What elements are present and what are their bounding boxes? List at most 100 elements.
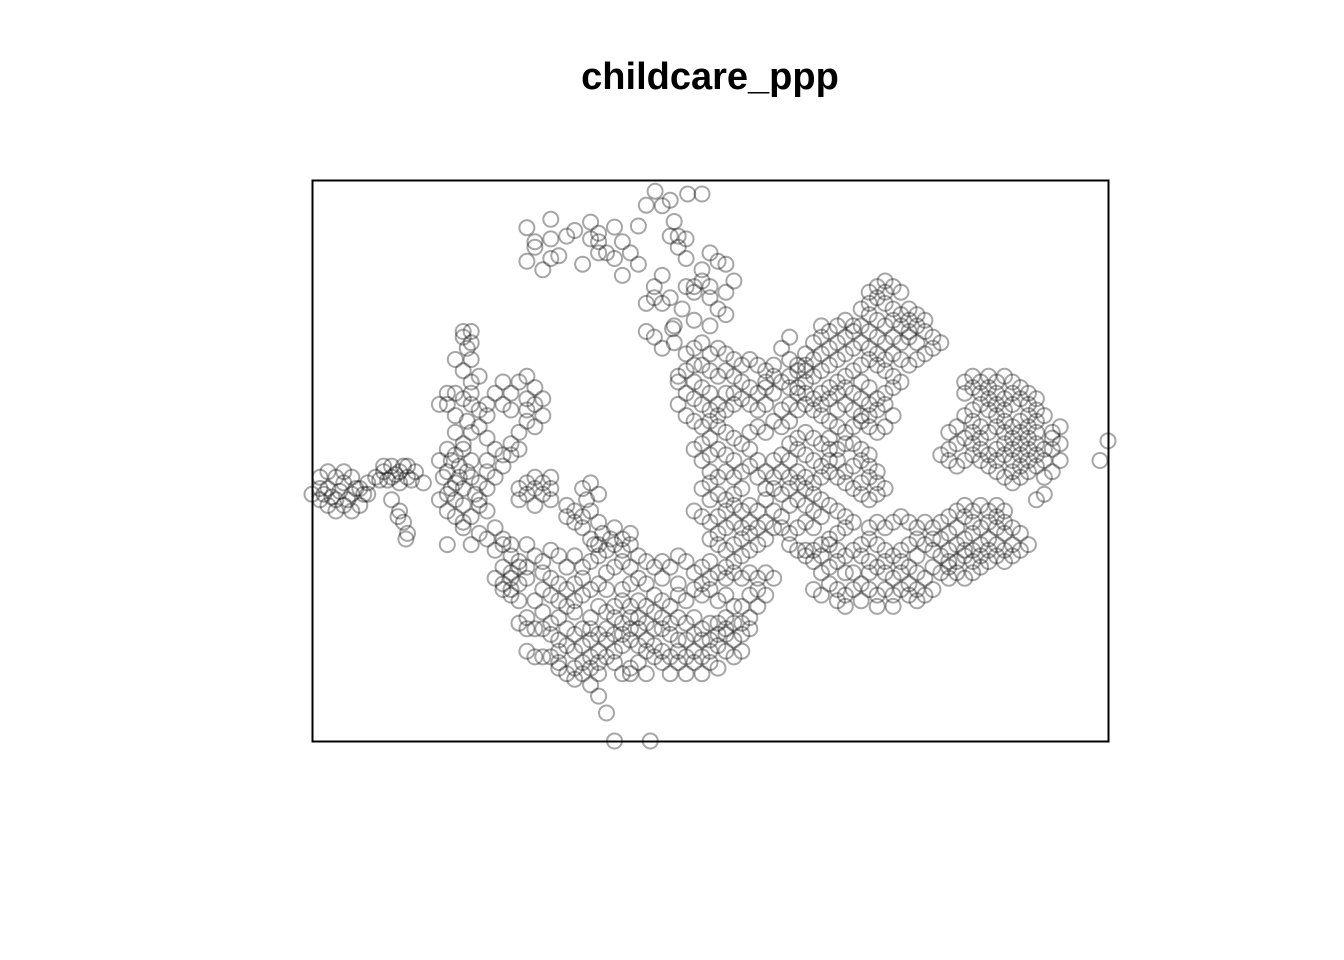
- data-point: [685, 642, 703, 660]
- data-point: [701, 569, 719, 587]
- data-point: [510, 575, 528, 593]
- data-point: [733, 502, 751, 520]
- data-point: [836, 395, 854, 413]
- data-point: [693, 452, 711, 469]
- data-point: [685, 564, 703, 582]
- data-point: [924, 519, 942, 537]
- data-point: [860, 379, 878, 397]
- data-point: [852, 412, 870, 430]
- data-point: [343, 485, 361, 503]
- data-point: [844, 339, 862, 357]
- data-point: [980, 530, 998, 548]
- data-point: [988, 508, 1006, 526]
- data-point: [701, 345, 719, 363]
- data-point: [438, 440, 456, 458]
- data-point: [908, 351, 926, 368]
- data-point: [701, 614, 719, 632]
- data-point: [765, 367, 783, 385]
- data-point: [590, 597, 608, 615]
- data-point: [876, 541, 894, 559]
- data-point: [972, 440, 990, 458]
- data-point: [574, 586, 592, 604]
- data-point: [876, 553, 894, 570]
- data-point: [586, 536, 604, 554]
- data-point: [669, 586, 687, 604]
- data-point: [1027, 446, 1045, 464]
- data-point: [462, 536, 480, 554]
- data-point: [828, 418, 846, 436]
- data-point: [860, 468, 878, 486]
- data-point: [805, 367, 822, 385]
- data-point: [709, 614, 727, 632]
- data-point: [836, 345, 854, 363]
- data-point: [438, 485, 456, 503]
- data-point: [462, 351, 480, 368]
- data-point: [924, 328, 942, 346]
- data-point: [438, 502, 456, 520]
- data-point: [988, 519, 1006, 537]
- data-point: [725, 384, 743, 402]
- data-point: [860, 564, 878, 582]
- data-point: [534, 603, 552, 621]
- data-point: [1019, 418, 1037, 436]
- data-point: [940, 558, 958, 576]
- data-point: [510, 553, 528, 570]
- data-point: [665, 213, 683, 230]
- data-point: [749, 401, 767, 419]
- data-point: [510, 423, 528, 441]
- data-point: [458, 412, 476, 430]
- data-point: [594, 524, 611, 542]
- data-point: [820, 323, 838, 340]
- data-point: [717, 255, 735, 273]
- data-point: [948, 418, 966, 436]
- data-point: [852, 373, 870, 391]
- data-point: [733, 530, 751, 548]
- data-point: [892, 306, 910, 324]
- data-point: [677, 345, 695, 363]
- data-point: [494, 373, 512, 391]
- data-point: [876, 395, 894, 413]
- data-point: [462, 395, 480, 413]
- data-point: [741, 541, 759, 559]
- data-point: [972, 558, 990, 576]
- data-point: [641, 732, 659, 750]
- data-point: [717, 609, 735, 627]
- data-point: [582, 230, 600, 248]
- data-point: [844, 384, 862, 402]
- data-point: [566, 592, 584, 610]
- data-point: [621, 631, 639, 649]
- data-point: [399, 457, 416, 475]
- data-point: [701, 317, 719, 335]
- data-point: [860, 457, 878, 475]
- data-point: [379, 471, 397, 489]
- data-point: [757, 379, 775, 397]
- data-point: [956, 547, 974, 565]
- data-point: [749, 597, 767, 615]
- data-point: [773, 401, 791, 419]
- data-point: [438, 463, 456, 481]
- data-point: [717, 384, 735, 402]
- data-point: [645, 637, 663, 655]
- data-point: [773, 339, 791, 357]
- data-point: [972, 536, 990, 554]
- data-point: [876, 519, 894, 537]
- data-point: [1043, 440, 1061, 458]
- data-point: [550, 654, 568, 671]
- data-point: [693, 272, 711, 290]
- data-point: [789, 541, 807, 559]
- data-point: [693, 395, 711, 413]
- data-point: [653, 592, 671, 610]
- data-point: [749, 452, 767, 469]
- data-point: [534, 474, 552, 492]
- data-point: [347, 480, 365, 497]
- data-point: [598, 648, 615, 666]
- data-point: [685, 502, 703, 520]
- data-point: [542, 648, 560, 666]
- data-point: [797, 541, 814, 559]
- data-point: [1004, 474, 1021, 492]
- data-point: [661, 289, 679, 307]
- data-point: [685, 339, 703, 357]
- data-point: [502, 536, 520, 554]
- data-point: [924, 581, 942, 598]
- data-point: [749, 502, 767, 520]
